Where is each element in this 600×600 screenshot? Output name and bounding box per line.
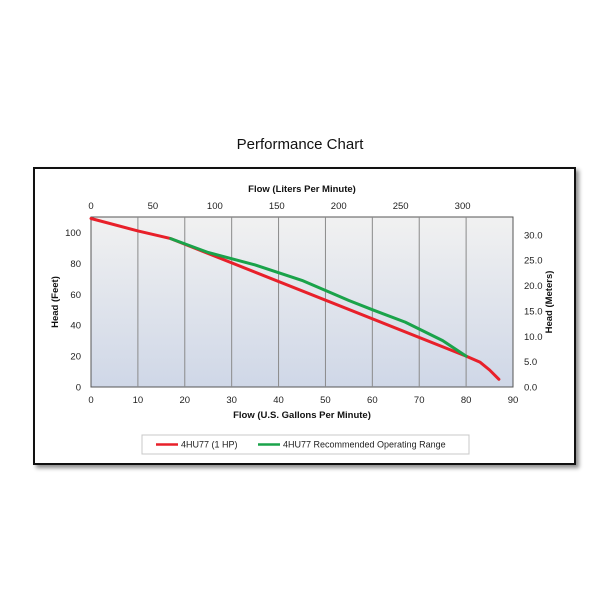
x-tick-label: 10 [133,395,144,406]
x-tick-label: 0 [88,395,93,406]
x2-tick-label: 200 [331,201,347,212]
y2-tick-label: 15.0 [524,306,543,317]
legend-label-series-2: 4HU77 Recommended Operating Range [283,440,446,450]
x2-tick-label: 50 [148,201,159,212]
x2-tick-label: 300 [455,201,471,212]
y2-axis-label: Head (Meters) [544,271,555,334]
chart-title: Performance Chart [236,136,364,153]
grid-lines [137,217,467,387]
y2-tick-label: 5.0 [524,357,537,368]
x-tick-label: 70 [414,395,425,406]
y2-tick-label: 10.0 [524,332,543,343]
y-tick-label: 20 [70,352,81,363]
y-tick-label: 60 [70,290,81,301]
x-tick-label: 20 [179,395,190,406]
y2-tick-label: 30.0 [524,230,543,241]
x2-tick-label: 100 [207,201,223,212]
x2-tick-label: 0 [88,201,93,212]
y2-tick-label: 0.0 [524,383,537,394]
x-tick-label: 30 [226,395,237,406]
x-tick-label: 60 [367,395,378,406]
y-tick-label: 100 [65,228,81,239]
x2-axis-label: Flow (Liters Per Minute) [248,184,356,195]
x2-tick-label: 250 [393,201,409,212]
x-tick-label: 40 [273,395,284,406]
y-tick-label: 40 [70,321,81,332]
plot-area [90,216,514,388]
y2-tick-label: 25.0 [524,256,543,267]
x-tick-label: 50 [320,395,331,406]
y2-tick-label: 20.0 [524,281,543,292]
y-tick-label: 0 [76,383,81,394]
x-axis-label: Flow (U.S. Gallons Per Minute) [233,410,371,421]
y-tick-label: 80 [70,259,81,270]
x2-tick-label: 150 [269,201,285,212]
x-tick-label: 80 [461,395,472,406]
legend: 4HU77 (1 HP) 4HU77 Recommended Operating… [141,434,470,455]
y-axis-label: Head (Feet) [50,276,61,328]
x-tick-label: 90 [508,395,519,406]
series-line-2 [169,237,468,358]
legend-label-series-1: 4HU77 (1 HP) [181,440,238,450]
